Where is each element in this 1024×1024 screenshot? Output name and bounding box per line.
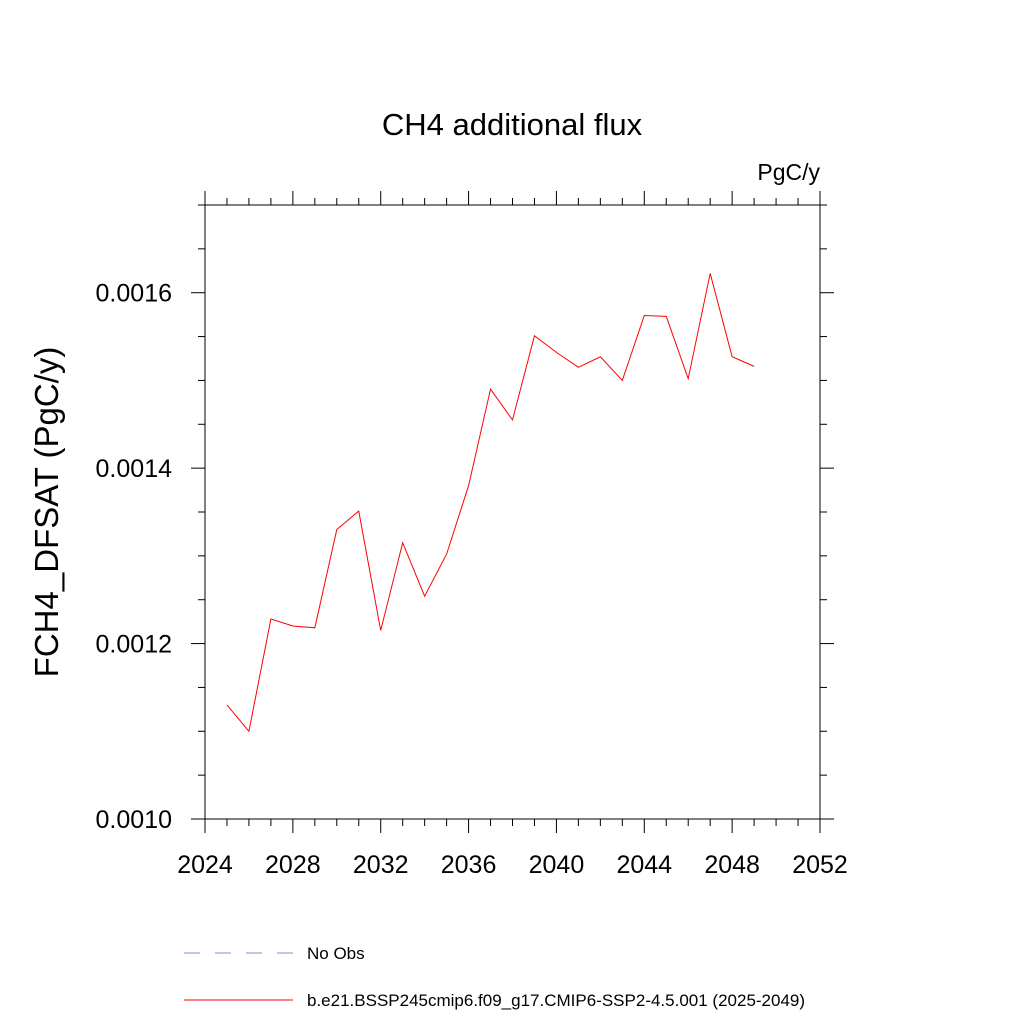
units-label: PgC/y (757, 159, 820, 185)
y-tick-label: 0.0014 (96, 455, 173, 483)
y-tick-label: 0.0016 (96, 280, 172, 308)
x-tick-label: 2028 (265, 851, 321, 879)
y-tick-label: 0.0012 (96, 631, 172, 659)
series-layer (226, 273, 755, 733)
x-tick-label: 2036 (441, 851, 497, 879)
plot-frame (204, 204, 821, 820)
x-tick-labels: 2024 2028 2032 2036 2040 2044 2048 2052 (177, 851, 848, 879)
major-ticks (191, 191, 834, 833)
x-tick-label: 2048 (704, 851, 760, 879)
series-line (226, 273, 755, 733)
x-tick-label: 2044 (616, 851, 672, 879)
x-tick-label: 2052 (792, 851, 848, 879)
y-tick-labels: 0.0010 0.0012 0.0014 0.0016 (96, 280, 173, 834)
legend-label: No Obs (307, 944, 365, 963)
minor-ticks (198, 198, 827, 826)
x-tick-label: 2040 (529, 851, 585, 879)
y-axis-label: FCH4_DFSAT (PgC/y) (28, 347, 65, 678)
legend-label: b.e21.BSSP245cmip6.f09_g17.CMIP6-SSP2-4.… (307, 991, 805, 1010)
x-tick-label: 2024 (177, 851, 233, 879)
legend: No Obs b.e21.BSSP245cmip6.f09_g17.CMIP6-S… (184, 944, 805, 1010)
chart-title: CH4 additional flux (382, 107, 643, 142)
y-tick-label: 0.0010 (96, 806, 172, 834)
x-tick-label: 2032 (353, 851, 409, 879)
